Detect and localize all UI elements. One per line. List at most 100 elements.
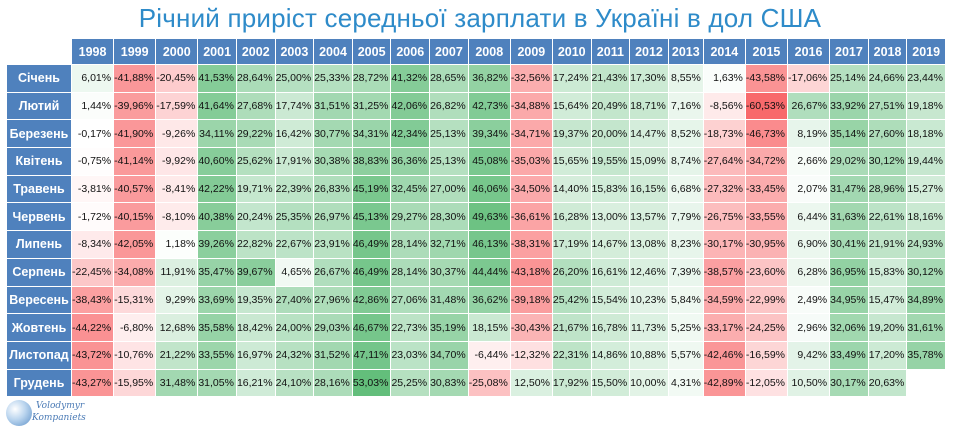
value-cell: 45,08% — [467, 147, 511, 176]
value-cell: 27,40% — [274, 285, 315, 315]
value-cell: 26,67% — [313, 257, 353, 287]
value-cell: 16,15% — [629, 174, 669, 204]
year-header-2004: 2004 — [313, 38, 353, 65]
year-header-2001: 2001 — [197, 38, 237, 65]
value-cell: 53,03% — [351, 368, 392, 398]
value-cell: 19,37% — [551, 119, 592, 149]
value-cell: -15,31% — [113, 285, 157, 315]
value-cell: 23,03% — [390, 340, 431, 370]
month-label: Червень — [6, 202, 72, 232]
value-cell: 31,05% — [197, 368, 237, 398]
year-header-row: 1998 1999 2000 2001 2002 2003 2004 2005 2006 2007… — [6, 38, 946, 65]
value-cell: 39,67% — [235, 257, 276, 287]
value-cell: 21,91% — [867, 230, 908, 259]
value-cell: 2,66% — [787, 147, 831, 176]
value-cell: 46,49% — [351, 230, 392, 259]
value-cell: 38,83% — [351, 147, 392, 176]
month-label: Вересень — [6, 285, 72, 315]
value-cell: 42,34% — [390, 119, 431, 149]
value-cell: 12,68% — [155, 313, 199, 342]
value-cell: 34,95% — [829, 285, 869, 315]
value-cell: 25,62% — [235, 147, 276, 176]
value-cell: 16,61% — [590, 257, 631, 287]
value-cell: -0,75% — [70, 147, 115, 176]
value-cell: 14,86% — [590, 340, 631, 370]
table-row: Жовтень -44,22% -6,80% 12,68% 35,58% 18,42% 24… — [6, 313, 946, 342]
value-cell: 2,07% — [787, 174, 831, 204]
value-cell: 30,12% — [867, 147, 908, 176]
value-cell: -30,43% — [509, 313, 553, 342]
value-cell: 31,52% — [313, 340, 353, 370]
value-cell: 17,74% — [274, 91, 315, 121]
logo-line1: Volodymyr — [36, 401, 85, 411]
value-cell: 5,25% — [667, 313, 704, 342]
value-cell: 15,47% — [867, 285, 908, 315]
value-cell: 8,55% — [667, 64, 704, 93]
value-cell: -35,03% — [509, 147, 553, 176]
value-cell: 12,50% — [509, 368, 553, 398]
value-cell: 27,96% — [313, 285, 353, 315]
value-cell: 36,62% — [467, 285, 511, 315]
month-label: Липень — [6, 230, 72, 259]
year-header-2012: 2012 — [629, 38, 669, 65]
value-cell: -34,08% — [113, 257, 157, 287]
value-cell: 32,71% — [429, 230, 469, 259]
value-cell: 15,54% — [590, 285, 631, 315]
value-cell: 14,47% — [629, 119, 669, 149]
value-cell: 15,64% — [551, 91, 592, 121]
month-label: Березень — [6, 119, 72, 149]
value-cell: 27,00% — [429, 174, 469, 204]
value-cell: 28,16% — [313, 368, 353, 398]
year-header-2008: 2008 — [467, 38, 511, 65]
value-cell: 29,22% — [235, 119, 276, 149]
value-cell: 30,12% — [906, 257, 946, 287]
value-cell: 44,44% — [467, 257, 511, 287]
value-cell: 25,00% — [274, 64, 315, 93]
value-cell: -40,57% — [113, 174, 157, 204]
value-cell: 5,57% — [667, 340, 704, 370]
value-cell: 33,49% — [829, 340, 869, 370]
value-cell: 9,42% — [787, 340, 831, 370]
year-header-2002: 2002 — [235, 38, 276, 65]
value-cell: 41,32% — [390, 64, 431, 93]
value-cell: 42,22% — [197, 174, 237, 204]
value-cell: 15,09% — [629, 147, 669, 176]
value-cell: -33,17% — [702, 313, 746, 342]
value-cell: 31,48% — [155, 368, 199, 398]
value-cell: -60,53% — [744, 91, 789, 121]
value-cell: 17,91% — [274, 147, 315, 176]
value-cell: 22,39% — [274, 174, 315, 204]
value-cell: 9,29% — [155, 285, 199, 315]
month-label: Лютий — [6, 91, 72, 121]
value-cell: 18,16% — [906, 202, 946, 232]
value-cell: 23,44% — [906, 64, 946, 93]
value-cell: 25,13% — [429, 147, 469, 176]
year-header-2018: 2018 — [867, 38, 908, 65]
value-cell: 28,65% — [429, 64, 469, 93]
globe-icon — [6, 400, 32, 426]
value-cell: 6,44% — [787, 202, 831, 232]
value-cell: 42,06% — [390, 91, 431, 121]
value-cell: 24,10% — [274, 368, 315, 398]
value-cell: 18,42% — [235, 313, 276, 342]
value-cell: 15,83% — [867, 257, 908, 287]
value-cell: -27,64% — [702, 147, 746, 176]
value-cell: -38,43% — [70, 285, 115, 315]
year-header-2007: 2007 — [429, 38, 469, 65]
value-cell: 19,55% — [590, 147, 631, 176]
value-cell: 6,68% — [667, 174, 704, 204]
value-cell: 25,42% — [551, 285, 592, 315]
value-cell: 27,68% — [235, 91, 276, 121]
value-cell: -25,08% — [467, 368, 511, 398]
value-cell: -42,46% — [702, 340, 746, 370]
table-row: Листопад -43,72% -10,76% 21,22% 33,55% 16,97%… — [6, 340, 946, 370]
table-row: Грудень -43,27% -15,95% 31,48% 31,05% 16,21% 2… — [6, 368, 946, 398]
value-cell: 31,48% — [429, 285, 469, 315]
value-cell: -22,45% — [70, 257, 115, 287]
value-cell: 34,70% — [429, 340, 469, 370]
year-header-2006: 2006 — [390, 38, 431, 65]
value-cell: 28,64% — [235, 64, 276, 93]
value-cell: -23,60% — [744, 257, 789, 287]
value-cell: 6,90% — [787, 230, 831, 259]
value-cell: -12,32% — [509, 340, 553, 370]
